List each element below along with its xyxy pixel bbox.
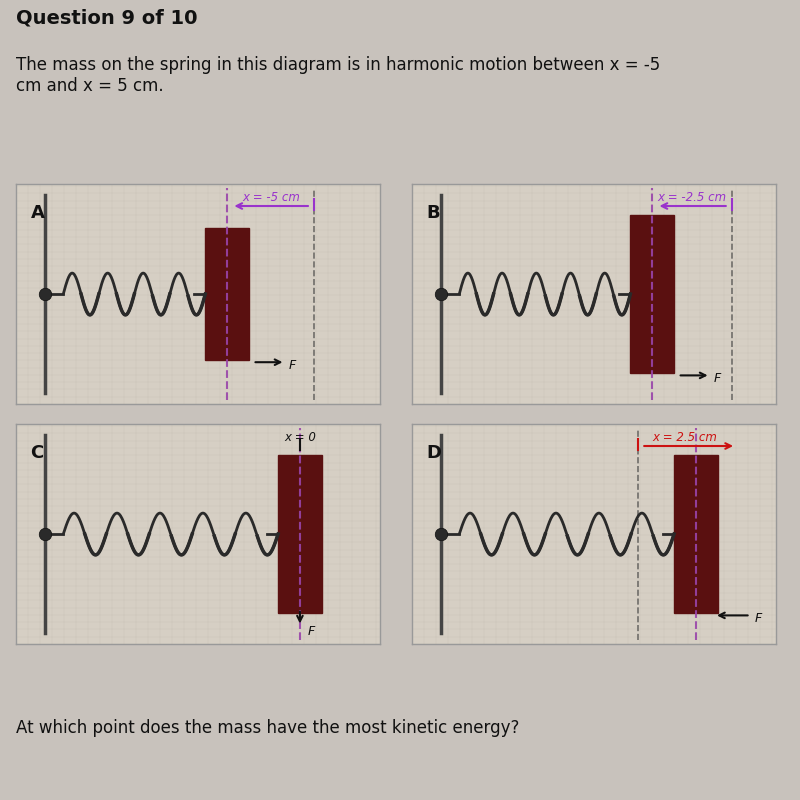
Bar <box>630 214 674 373</box>
Text: B: B <box>426 204 440 222</box>
Text: Question 9 of 10: Question 9 of 10 <box>16 8 198 27</box>
Text: At which point does the mass have the most kinetic energy?: At which point does the mass have the mo… <box>16 719 519 737</box>
Text: F: F <box>289 358 296 372</box>
Text: C: C <box>30 444 44 462</box>
Bar <box>206 228 249 360</box>
Text: D: D <box>426 444 442 462</box>
Text: F: F <box>714 372 722 385</box>
Text: x = -2.5 cm: x = -2.5 cm <box>658 190 727 204</box>
Text: F: F <box>754 612 762 625</box>
Text: A: A <box>30 204 45 222</box>
Text: x = 2.5 cm: x = 2.5 cm <box>653 430 718 444</box>
Bar <box>674 454 718 613</box>
Text: F: F <box>307 626 314 638</box>
Text: x = -5 cm: x = -5 cm <box>242 190 300 204</box>
Text: The mass on the spring in this diagram is in harmonic motion between x = -5
cm a: The mass on the spring in this diagram i… <box>16 56 660 94</box>
Text: x = 0: x = 0 <box>284 430 316 444</box>
Bar <box>278 454 322 613</box>
